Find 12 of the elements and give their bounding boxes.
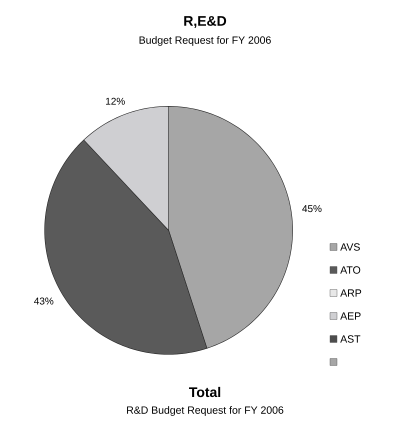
legend-label: AEP: [340, 312, 361, 320]
chart-subtitle: Budget Request for FY 2006: [140, 36, 271, 46]
text: R&D Budget Request for FY 2006: [127, 406, 284, 416]
legend-label: ARP: [340, 289, 362, 297]
data-label: 43%: [34, 298, 54, 305]
legend-label: ATO: [340, 266, 360, 274]
text: Total: [189, 386, 220, 398]
data-label: 45%: [302, 205, 322, 212]
chart-title: R,E&D: [184, 16, 226, 28]
legend-label: AST: [340, 335, 360, 343]
data-label: 12%: [106, 98, 125, 105]
legend-label: AVS: [340, 243, 360, 251]
